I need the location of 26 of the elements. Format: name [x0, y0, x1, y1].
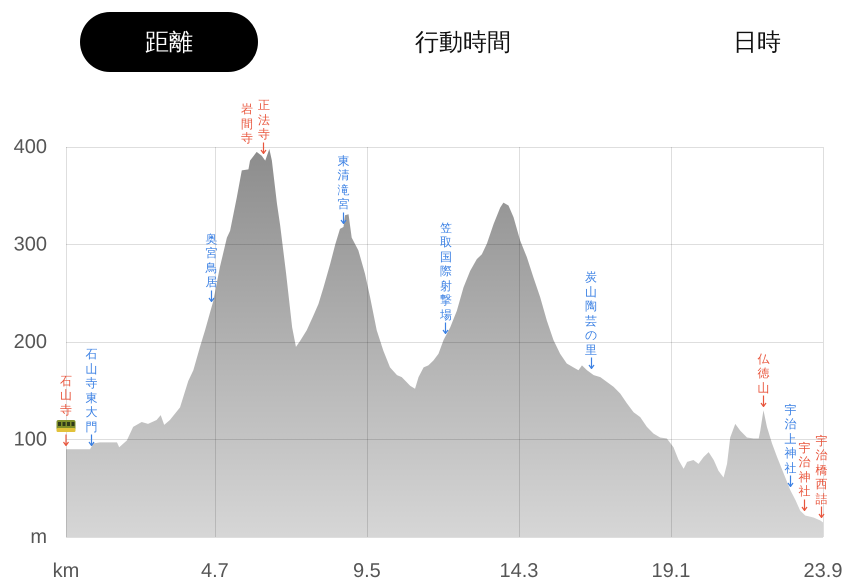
text: 行動時間 [415, 27, 511, 57]
annotation: 宇治上神社 [784, 402, 797, 476]
x-tick-label: km [52, 560, 80, 582]
annotation: 宇治橋西詰 [814, 434, 828, 506]
x-tick-label: 4.7 [200, 560, 229, 582]
annotation: 笠取国際射撃場 [439, 220, 452, 322]
text: 距離 [145, 27, 193, 57]
annotation: 石山寺東大門 [84, 347, 98, 434]
text: 日時 [733, 27, 781, 57]
y-tick-label: 400 [14, 136, 47, 158]
y-tick-label: m [30, 526, 47, 548]
annotation: 岩間寺 [240, 102, 254, 146]
annotation: 仏徳山 [756, 352, 770, 396]
annotation: 宇治神社 [798, 440, 811, 499]
y-tick-label: 200 [14, 331, 47, 353]
x-tick-label: 19.1 [652, 560, 690, 582]
annotation: 奥宮鳥居 [205, 232, 218, 290]
annotation: 炭山陶芸の里 [584, 270, 598, 358]
annotation: 石山寺 [60, 374, 72, 418]
y-tick-label: 100 [14, 428, 47, 450]
x-tick-label: 14.3 [499, 560, 538, 582]
annotation: 正法寺 [257, 98, 270, 142]
x-tick-label: 9.5 [352, 560, 381, 582]
annotation: 東清滝宮 [336, 154, 350, 212]
y-tick-label: 300 [14, 234, 47, 256]
x-tick-label: 23.9 [804, 560, 842, 582]
